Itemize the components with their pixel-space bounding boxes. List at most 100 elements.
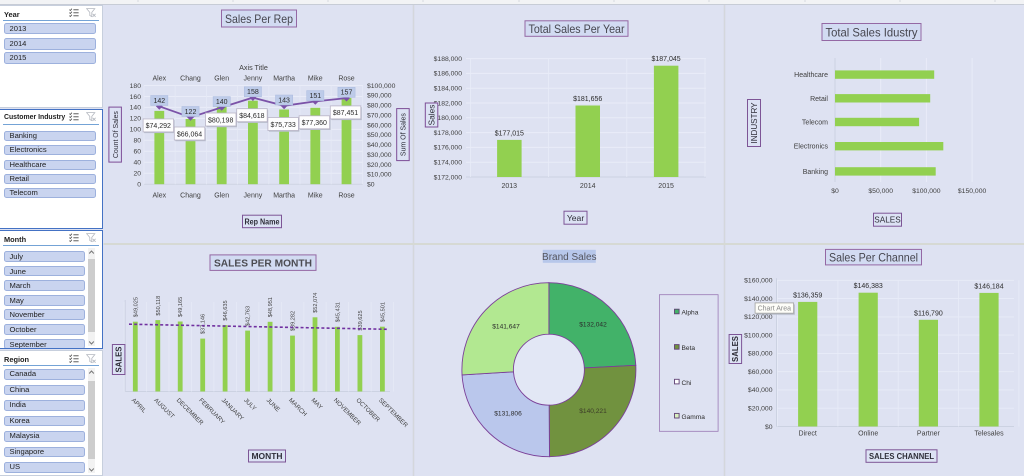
svg-text:$20,000: $20,000: [748, 406, 773, 413]
svg-text:$131,806: $131,806: [494, 411, 522, 418]
svg-text:Sales Per Rep: Sales Per Rep: [225, 12, 293, 26]
svg-text:Martha: Martha: [273, 76, 295, 83]
svg-text:$150,000: $150,000: [958, 188, 987, 195]
svg-text:$80,198: $80,198: [208, 117, 233, 124]
svg-text:100: 100: [130, 127, 142, 134]
svg-text:SALES: SALES: [114, 347, 123, 373]
svg-text:Brand Sales: Brand Sales: [542, 252, 596, 263]
svg-text:Online: Online: [858, 431, 878, 438]
svg-text:Chi: Chi: [682, 380, 692, 387]
svg-text:$186,000: $186,000: [434, 71, 463, 78]
svg-text:2015: 2015: [658, 183, 674, 190]
svg-text:$49,025: $49,025: [133, 297, 139, 317]
svg-text:$141,647: $141,647: [492, 324, 520, 331]
svg-text:SALES PER MONTH: SALES PER MONTH: [214, 258, 312, 270]
svg-text:$176,000: $176,000: [434, 145, 463, 152]
svg-text:$146,184: $146,184: [974, 283, 1003, 290]
svg-text:Direct: Direct: [799, 431, 817, 438]
svg-text:Sum Of Sales: Sum Of Sales: [399, 113, 408, 156]
svg-text:Beta: Beta: [682, 345, 696, 352]
svg-text:160: 160: [130, 94, 142, 101]
svg-text:$180,000: $180,000: [434, 115, 463, 122]
svg-text:$60,000: $60,000: [367, 122, 392, 129]
svg-text:2013: 2013: [502, 183, 518, 190]
svg-text:Total Sales Per Year: Total Sales Per Year: [529, 22, 625, 36]
svg-text:$187,045: $187,045: [651, 56, 680, 63]
svg-text:$49,165: $49,165: [178, 297, 184, 317]
svg-text:Chang: Chang: [180, 76, 201, 83]
svg-text:Gamma: Gamma: [682, 414, 706, 421]
svg-text:$100,000: $100,000: [367, 83, 396, 90]
svg-text:SALES: SALES: [731, 336, 740, 362]
svg-text:$87,451: $87,451: [333, 110, 358, 117]
svg-text:151: 151: [309, 93, 321, 100]
svg-text:$39,282: $39,282: [291, 311, 297, 331]
svg-text:$77,360: $77,360: [302, 120, 327, 127]
svg-text:SALES: SALES: [874, 216, 901, 225]
svg-text:80: 80: [133, 138, 141, 145]
svg-text:157: 157: [341, 90, 353, 97]
svg-text:Rep Name: Rep Name: [245, 217, 280, 226]
svg-text:180: 180: [130, 83, 142, 90]
svg-text:$40,000: $40,000: [748, 387, 773, 394]
svg-text:Alex: Alex: [152, 76, 166, 83]
svg-text:$10,000: $10,000: [367, 172, 392, 179]
svg-text:Rose: Rose: [338, 193, 354, 200]
svg-text:$178,000: $178,000: [434, 130, 463, 137]
svg-text:$132,042: $132,042: [579, 322, 607, 329]
svg-text:$120,000: $120,000: [744, 314, 773, 321]
svg-text:0: 0: [137, 182, 141, 189]
svg-text:$45,501: $45,501: [380, 302, 386, 322]
svg-text:$45,431: $45,431: [335, 302, 341, 322]
svg-text:$80,000: $80,000: [367, 103, 392, 110]
svg-text:$42,763: $42,763: [246, 306, 252, 326]
svg-text:$100,000: $100,000: [912, 188, 941, 195]
svg-text:$46,635: $46,635: [223, 300, 229, 320]
svg-text:$20,000: $20,000: [367, 162, 392, 169]
svg-text:20: 20: [133, 171, 141, 178]
svg-text:Partner: Partner: [917, 431, 941, 438]
svg-text:Healthcare: Healthcare: [794, 72, 828, 79]
svg-text:$0: $0: [367, 182, 375, 189]
svg-text:122: 122: [185, 109, 197, 116]
svg-text:Count Of Sales: Count Of Sales: [111, 111, 120, 158]
svg-text:SALES CHANNEL: SALES CHANNEL: [869, 452, 934, 461]
svg-text:Telesales: Telesales: [974, 431, 1004, 438]
svg-text:Jenny: Jenny: [244, 76, 263, 83]
svg-text:$66,064: $66,064: [177, 131, 202, 138]
svg-text:40: 40: [133, 160, 141, 167]
svg-text:Sales: Sales: [427, 105, 437, 126]
svg-text:Alex: Alex: [152, 193, 166, 200]
svg-text:Glen: Glen: [214, 76, 229, 83]
svg-text:142: 142: [153, 98, 165, 105]
svg-text:$75,733: $75,733: [270, 122, 295, 129]
svg-text:$70,000: $70,000: [367, 112, 392, 119]
svg-text:$188,000: $188,000: [434, 56, 463, 63]
svg-text:$50,118: $50,118: [156, 296, 162, 316]
svg-text:140: 140: [130, 105, 142, 112]
svg-text:$177,015: $177,015: [495, 130, 524, 137]
svg-text:$116,790: $116,790: [914, 310, 943, 317]
svg-text:$181,656: $181,656: [573, 96, 602, 103]
svg-text:Chang: Chang: [180, 193, 201, 200]
svg-text:$146,383: $146,383: [854, 283, 883, 290]
svg-text:$0: $0: [765, 424, 773, 431]
svg-text:$48,951: $48,951: [268, 297, 274, 317]
svg-text:$136,359: $136,359: [793, 292, 822, 299]
svg-text:$174,000: $174,000: [434, 160, 463, 167]
svg-text:$90,000: $90,000: [367, 93, 392, 100]
svg-text:Year: Year: [567, 213, 585, 223]
svg-text:$172,000: $172,000: [434, 174, 463, 181]
svg-text:$184,000: $184,000: [434, 86, 463, 93]
svg-text:Sales Per Channel: Sales Per Channel: [829, 251, 918, 265]
svg-text:140: 140: [216, 99, 228, 106]
svg-text:$37,146: $37,146: [201, 314, 207, 334]
svg-text:$74,292: $74,292: [146, 123, 171, 130]
svg-text:2014: 2014: [580, 183, 596, 190]
svg-text:120: 120: [130, 116, 142, 123]
svg-text:Mike: Mike: [308, 76, 323, 83]
svg-text:Banking: Banking: [803, 169, 828, 176]
svg-text:Retail: Retail: [810, 96, 828, 103]
svg-text:Glen: Glen: [214, 193, 229, 200]
svg-text:$52,074: $52,074: [313, 293, 319, 313]
